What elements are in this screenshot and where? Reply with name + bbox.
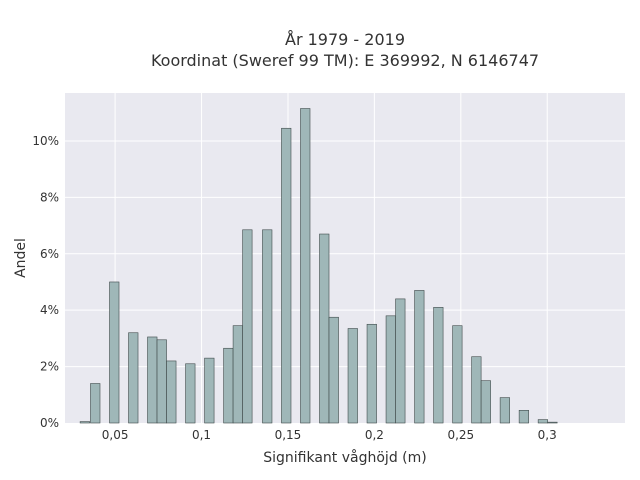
x-tick-label: 0,2	[365, 428, 384, 442]
chart-title-line1: År 1979 - 2019	[285, 30, 405, 49]
histogram-bar	[518, 410, 529, 424]
histogram-bar	[385, 315, 396, 424]
histogram-bar	[166, 360, 177, 424]
histogram-bar	[300, 108, 311, 424]
chart-title-line2: Koordinat (Sweref 99 TM): E 369992, N 61…	[151, 51, 539, 70]
x-tick-label: 0,25	[447, 428, 474, 442]
x-tick-label: 0,15	[275, 428, 302, 442]
bars	[79, 108, 558, 424]
y-tick-label: 10%	[32, 134, 59, 148]
histogram-bar	[147, 336, 158, 424]
tick-labels: 0% 2% 4% 6% 8% 10% 0,05 0,1 0,15 0,2 0,25 0,3	[32, 134, 556, 442]
histogram-bar	[204, 357, 215, 424]
histogram-bar	[471, 356, 482, 424]
x-tick-label: 0,1	[192, 428, 211, 442]
y-tick-label: 8%	[40, 190, 59, 204]
histogram-bar	[281, 127, 292, 424]
x-tick-label: 0,05	[102, 428, 129, 442]
histogram-bar	[499, 397, 510, 424]
y-axis-label: Andel	[13, 238, 29, 278]
histogram-bar	[185, 363, 196, 424]
histogram-bar	[109, 281, 120, 424]
histogram-bar	[262, 229, 273, 424]
histogram-bar	[156, 339, 167, 424]
y-tick-label: 0%	[40, 416, 59, 430]
histogram-bar	[433, 307, 444, 424]
histogram-bar	[232, 325, 243, 424]
histogram-bar	[79, 421, 90, 424]
histogram-bar	[128, 332, 139, 424]
y-tick-label: 2%	[40, 360, 59, 374]
histogram-bar	[452, 325, 463, 424]
y-tick-label: 6%	[40, 247, 59, 261]
histogram-bar	[328, 316, 339, 424]
histogram-bar	[223, 347, 234, 424]
histogram-bar	[395, 298, 406, 424]
histogram-bar	[90, 383, 101, 424]
histogram-bar	[537, 419, 548, 424]
histogram-bar	[366, 323, 377, 424]
histogram-bar	[547, 421, 558, 424]
x-axis-label: Signifikant våghöjd (m)	[263, 449, 426, 466]
histogram-bar	[414, 290, 425, 424]
y-tick-label: 4%	[40, 303, 59, 317]
histogram-bar	[242, 229, 253, 424]
histogram-bar	[319, 233, 330, 424]
histogram-bar	[480, 380, 491, 424]
histogram-bar	[347, 328, 358, 424]
x-tick-label: 0,3	[538, 428, 557, 442]
